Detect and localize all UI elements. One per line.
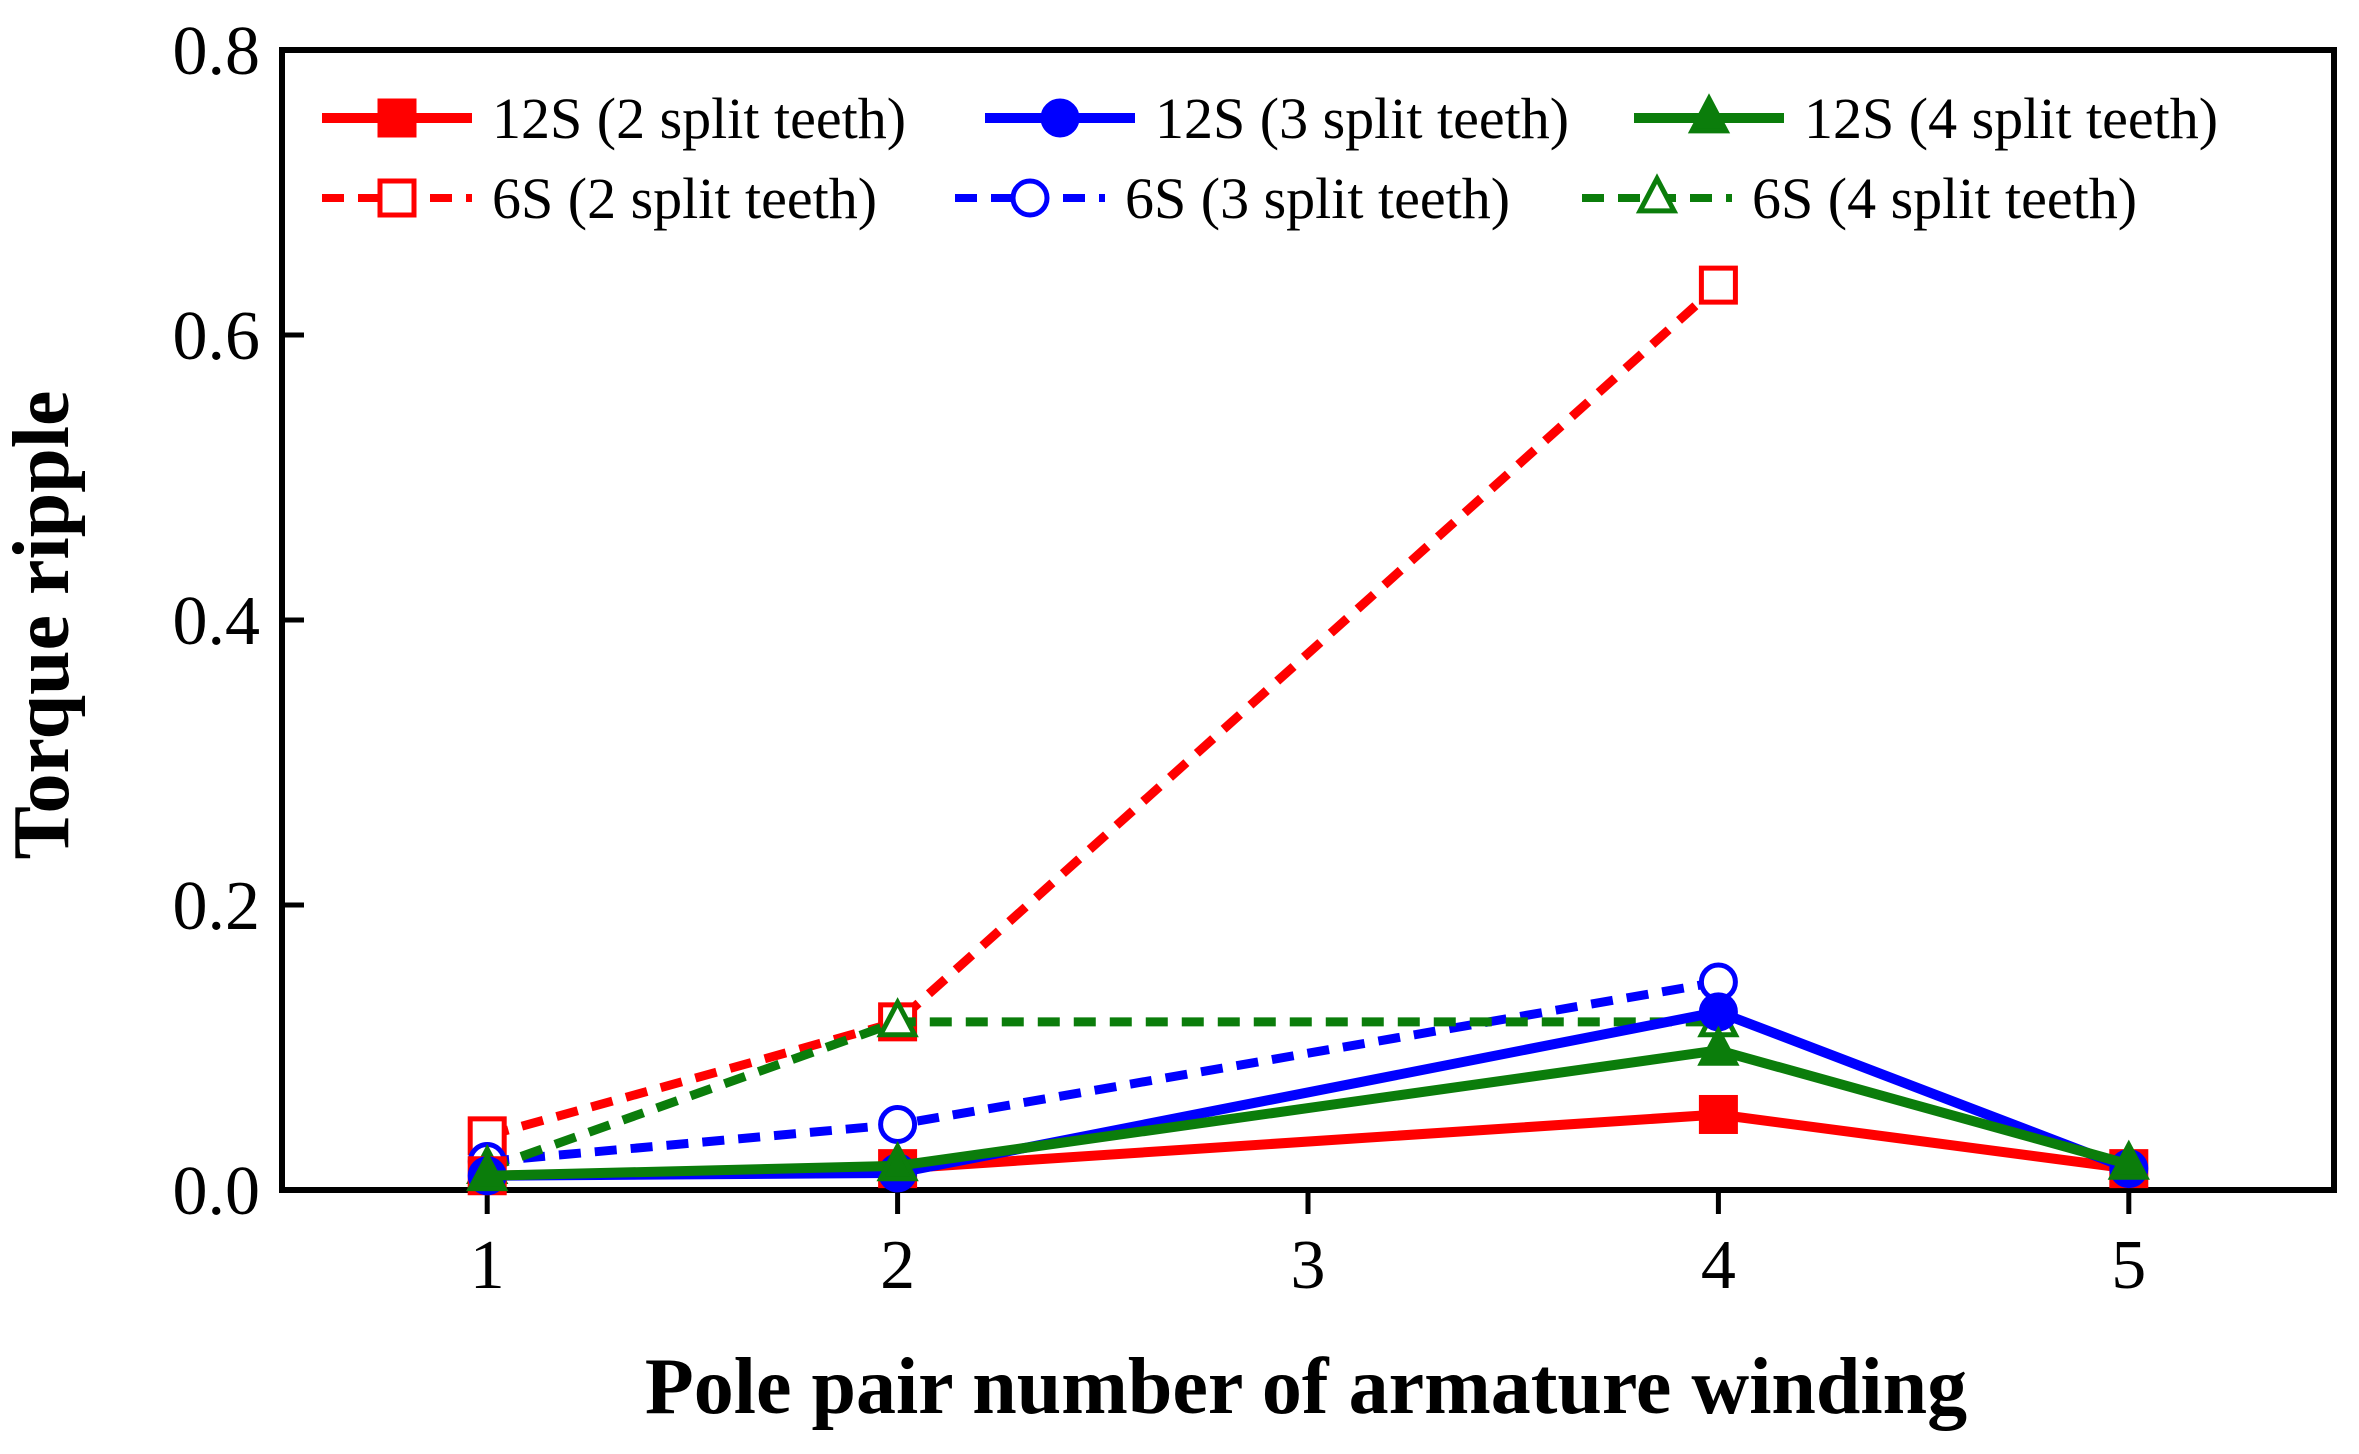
legend-marker: [377, 98, 417, 138]
axes-layer: 0.0 0.2 0.4 0.6 0.8 1 2 3 4 5: [173, 13, 2337, 1304]
x-tick-label: 1: [470, 1227, 505, 1304]
y-tick-label: 0.0: [173, 1153, 261, 1230]
legend-entry: 6S (3 split teeth): [955, 166, 1510, 231]
y-tick-label: 0.4: [173, 583, 261, 660]
y-axis-title: Torque ripple: [0, 390, 86, 859]
legend-entry: 6S (4 split teeth): [1582, 166, 2137, 231]
legend-entry: 6S (2 split teeth): [322, 166, 877, 231]
series-layer: [466, 265, 2150, 1196]
x-tick-label: 3: [1291, 1227, 1326, 1304]
legend-marker: [1040, 98, 1080, 138]
data-point: [1698, 1094, 1738, 1134]
y-tick-label: 0.6: [173, 298, 261, 375]
legend-marker: [1635, 173, 1679, 214]
legend-label: 6S (4 split teeth): [1752, 166, 2137, 231]
data-point: [1698, 992, 1738, 1032]
data-point: [2107, 1139, 2150, 1180]
x-tick-label: 5: [2111, 1227, 2146, 1304]
legend-label: 6S (3 split teeth): [1125, 166, 1510, 231]
legend-label: 12S (3 split teeth): [1155, 86, 1569, 151]
data-point: [1697, 1025, 1740, 1066]
legend-marker: [377, 178, 417, 218]
legend: 12S (2 split teeth) 12S (3 split teeth) 12…: [322, 86, 2218, 231]
x-tick-label: 2: [880, 1227, 915, 1304]
x-tick-label: 4: [1701, 1227, 1736, 1304]
legend-label: 12S (4 split teeth): [1804, 86, 2218, 151]
series-line: [485, 281, 1722, 1141]
data-point: [876, 1141, 919, 1182]
series-2: [466, 1025, 2150, 1192]
legend-marker: [1010, 178, 1050, 218]
legend-label: 12S (2 split teeth): [492, 86, 906, 151]
data-point: [878, 1104, 918, 1144]
legend-label: 6S (2 split teeth): [492, 166, 877, 231]
y-tick-label: 0.2: [173, 868, 261, 945]
legend-entry: 12S (4 split teeth): [1634, 86, 2218, 151]
legend-marker: [1687, 93, 1731, 134]
data-point: [466, 1151, 509, 1192]
x-axis-title: Pole pair number of armature winding: [645, 1343, 1967, 1431]
data-point: [876, 997, 919, 1038]
data-point: [1698, 265, 1738, 305]
series-line: [487, 1045, 2131, 1181]
legend-entry: 12S (2 split teeth): [322, 86, 906, 151]
y-tick-label: 0.8: [173, 13, 261, 90]
legend-entry: 12S (3 split teeth): [985, 86, 1569, 151]
